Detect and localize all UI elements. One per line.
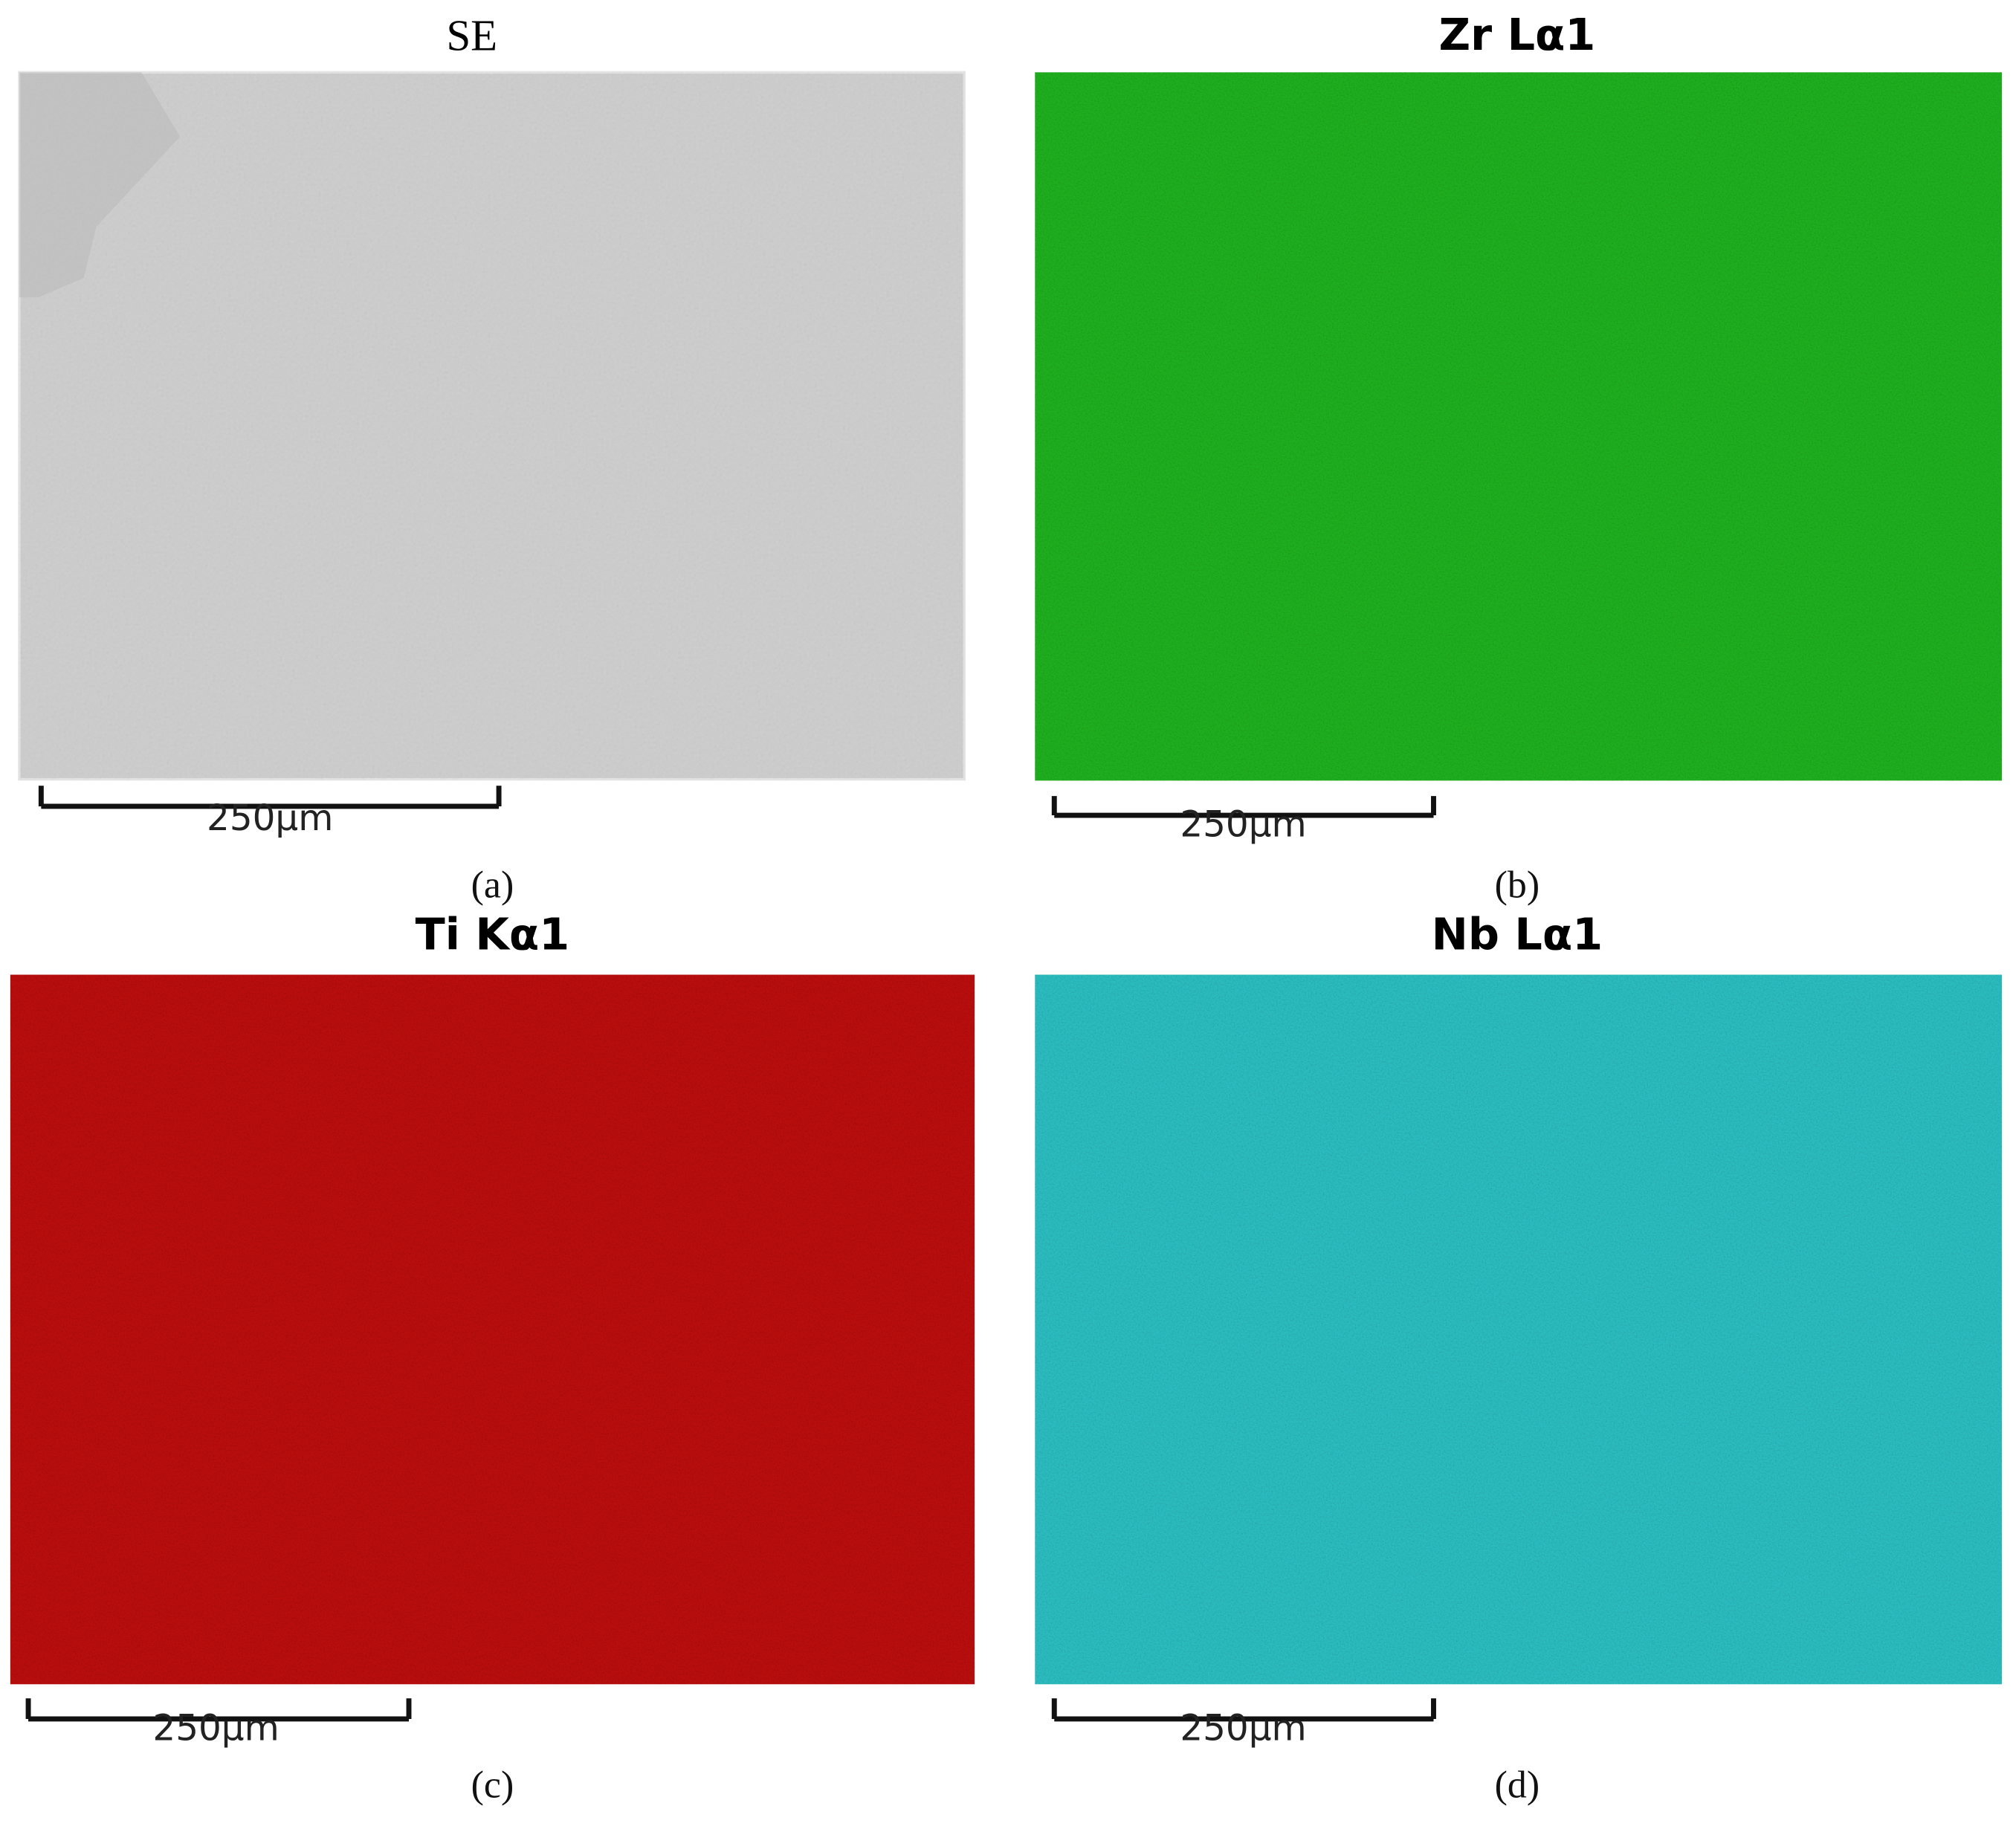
scale-label: 250μm bbox=[1180, 804, 1306, 846]
scale-label: 250μm bbox=[207, 797, 333, 839]
panel-caption: (d) bbox=[1495, 1764, 1540, 1806]
panel-caption: (c) bbox=[471, 1764, 514, 1806]
scale-bar bbox=[1051, 1698, 1436, 1722]
panel-title: Nb Lα1 bbox=[1432, 908, 1603, 959]
panel-title: Zr Lα1 bbox=[1438, 9, 1595, 60]
panel-title: Ti Kα1 bbox=[416, 908, 570, 959]
scale-label: 250μm bbox=[152, 1708, 279, 1749]
scale-bar bbox=[1051, 796, 1436, 818]
micrograph-noise bbox=[10, 974, 975, 1685]
scale-label: 250μm bbox=[1180, 1708, 1306, 1749]
micrograph-noise bbox=[1035, 974, 2002, 1685]
grain-region bbox=[19, 72, 181, 298]
micrograph-noise bbox=[19, 72, 965, 780]
scale-bar bbox=[38, 786, 502, 809]
panel-caption: (a) bbox=[471, 864, 514, 907]
panel-caption: (b) bbox=[1495, 864, 1540, 907]
scale-bar bbox=[25, 1698, 412, 1722]
micrograph-noise bbox=[1035, 72, 2002, 781]
panel-title: SE bbox=[446, 12, 497, 60]
